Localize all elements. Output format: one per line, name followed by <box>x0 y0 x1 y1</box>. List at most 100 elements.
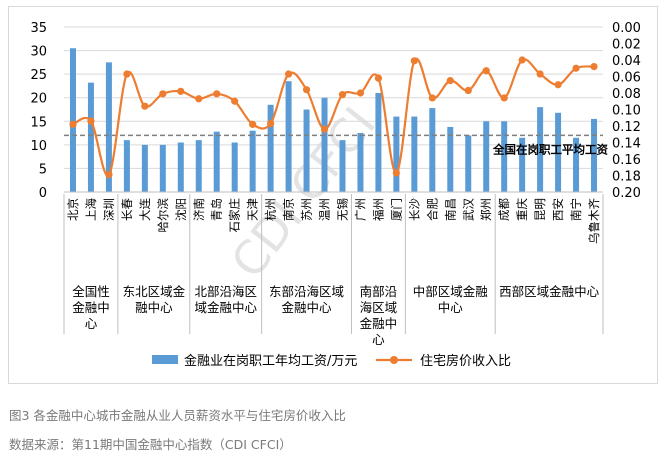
legend-label: 住宅房价收入比 <box>420 353 511 369</box>
line-point <box>284 70 293 78</box>
line-point <box>500 94 508 102</box>
bar <box>123 140 130 192</box>
group-label-line: 金融中 <box>72 300 110 315</box>
group-label: 南部沿海区域金融中心 <box>360 284 398 347</box>
group-label-line: 中部区域金融 <box>413 284 489 299</box>
line-point <box>105 171 113 179</box>
bar <box>195 140 202 192</box>
group-label: 北部沿海区域金融中心 <box>194 284 257 315</box>
line-point <box>213 90 221 98</box>
category-label: 长春 <box>120 198 134 221</box>
reference-line-label: 全国在岗职工平均工资 <box>492 142 608 156</box>
bar <box>519 137 526 192</box>
bar <box>357 133 364 192</box>
group-label-line: 南部沿 <box>360 284 398 299</box>
legend-label: 金融业在岗职工年均工资/万元 <box>184 353 357 369</box>
group-label-line: 全国性 <box>72 284 110 299</box>
group-label-line: 心 <box>372 332 385 347</box>
group-label-line: 中心 <box>438 300 464 315</box>
right-tick-label: 0.08 <box>612 87 641 102</box>
legend-swatch-bar <box>152 355 178 364</box>
source-caption: 数据来源：第11期中国金融中心指数（CDI CFCI） <box>9 437 292 452</box>
bar <box>213 131 220 192</box>
line-point <box>572 64 580 72</box>
bar <box>483 121 490 192</box>
group-label: 中部区域金融中心 <box>413 284 489 315</box>
category-label: 郑州 <box>479 198 493 221</box>
bar <box>393 116 400 192</box>
line-point <box>249 120 257 128</box>
left-tick-label: 35 <box>30 21 47 36</box>
bar <box>411 116 418 192</box>
line-point <box>231 97 239 105</box>
bar <box>105 62 112 192</box>
group-label: 全国性金融中心 <box>72 284 110 331</box>
chart-frame <box>8 6 658 384</box>
line-point <box>590 63 598 71</box>
category-label: 沈阳 <box>174 198 188 221</box>
left-tick-label: 25 <box>30 68 47 83</box>
category-label: 青岛 <box>210 198 224 221</box>
bar <box>591 118 598 192</box>
group-label-line: 北部沿海区 <box>194 284 257 299</box>
category-label: 哈尔滨 <box>156 198 170 233</box>
category-label: 昆明 <box>533 198 547 221</box>
left-tick-label: 5 <box>39 162 47 177</box>
category-label: 天津 <box>246 198 260 221</box>
category-label: 乌鲁木齐 <box>587 198 601 244</box>
category-label: 南宁 <box>569 198 583 221</box>
group-label: 东部沿海区域金融中心 <box>269 284 344 315</box>
group-label-line: 海区域 <box>360 300 398 315</box>
bar <box>429 108 436 192</box>
line-point <box>428 94 436 102</box>
line-point <box>482 67 490 75</box>
category-label: 北京 <box>66 198 80 221</box>
figure-caption: 图3 各金融中心城市金融从业人员薪资水平与住宅房价收入比 <box>9 408 346 423</box>
bar <box>285 81 292 192</box>
line-point <box>87 117 95 125</box>
bar <box>141 144 148 192</box>
right-tick-label: 0.16 <box>612 153 641 168</box>
category-label: 长沙 <box>407 198 421 221</box>
group-label-line: 心 <box>85 316 98 331</box>
category-label: 苏州 <box>300 198 314 221</box>
category-label: 广州 <box>353 198 367 221</box>
bar <box>501 121 508 192</box>
group-label-line: 金融中 <box>360 316 398 331</box>
bar <box>537 107 544 192</box>
line-point <box>141 102 149 110</box>
category-label: 大连 <box>138 198 152 221</box>
bar <box>555 112 562 192</box>
bar <box>321 97 328 192</box>
line-point <box>177 87 185 95</box>
line-point <box>518 56 526 64</box>
bar <box>69 48 76 192</box>
bar <box>87 82 94 192</box>
group-label-line: 东北区域金 <box>123 284 186 299</box>
bar <box>159 144 166 192</box>
left-tick-label: 15 <box>30 115 47 130</box>
category-label: 合肥 <box>425 198 439 221</box>
group-label-line: 融中心 <box>135 300 173 315</box>
bar <box>573 137 580 192</box>
category-label: 石家庄 <box>228 198 242 233</box>
bar <box>447 126 454 192</box>
line-point <box>410 57 418 65</box>
right-tick-label: 0.10 <box>612 104 641 119</box>
category-label: 深圳 <box>102 198 116 221</box>
category-label: 武汉 <box>461 198 475 221</box>
line-point <box>338 91 347 99</box>
bar <box>465 135 472 192</box>
line-point <box>356 89 365 97</box>
bar <box>177 142 184 192</box>
right-tick-label: 0.00 <box>612 21 641 36</box>
category-label: 上海 <box>84 198 98 221</box>
right-tick-label: 0.20 <box>612 186 641 201</box>
right-tick-label: 0.02 <box>612 38 641 53</box>
line-point <box>267 119 275 128</box>
category-label: 南昌 <box>443 198 457 221</box>
right-tick-label: 0.04 <box>612 54 641 69</box>
right-tick-label: 0.14 <box>612 137 641 152</box>
left-tick-label: 30 <box>30 45 47 60</box>
